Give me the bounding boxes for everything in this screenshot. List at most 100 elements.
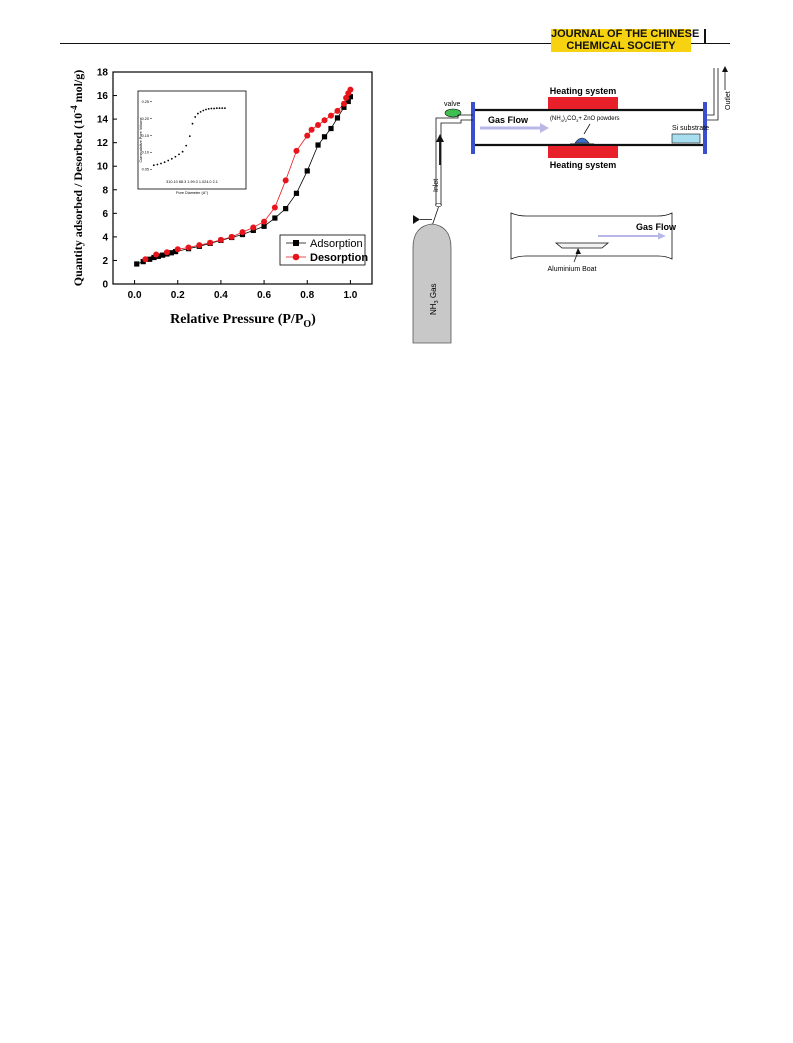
heater-bottom	[548, 146, 618, 158]
outlet-pipe	[707, 68, 719, 121]
gas-flow-arrowhead	[540, 123, 549, 133]
desorption-point	[153, 251, 160, 258]
adsorption-point	[147, 256, 153, 262]
desorption-point	[261, 218, 268, 225]
desorption-point	[207, 239, 214, 246]
inset-point	[207, 107, 210, 110]
desorption-point	[315, 122, 322, 128]
desorption-point	[163, 249, 170, 256]
inset-point	[224, 107, 226, 110]
nh3-gas-label: NH3 Gas	[429, 283, 440, 315]
inset-point	[205, 108, 207, 111]
inset-points	[152, 107, 226, 167]
desorption-point	[142, 256, 149, 263]
detail-gas-flow-label: Gas Flow	[636, 222, 677, 232]
powders-label: (NH4)2CO3+ ZnO powders	[550, 116, 620, 123]
x-tick-label: 0.2	[171, 290, 185, 301]
adsorption-point	[134, 261, 140, 267]
desorption-point	[304, 132, 311, 139]
adsorption-point	[151, 254, 157, 261]
tube-left-end	[471, 102, 475, 154]
cylinder-valve-icon	[413, 215, 420, 224]
inset-y-tick-label: 0.25	[142, 100, 149, 104]
detail-gas-flow-arrowhead	[658, 232, 666, 240]
powder-boat	[574, 137, 590, 144]
legend: Adsorption Desorption	[279, 234, 368, 266]
gas-flow-label: Gas Flow	[488, 115, 529, 125]
adsorption-point	[334, 115, 341, 121]
adsorption-point	[140, 259, 146, 265]
inset-y-tick-label: 0.05	[142, 168, 149, 172]
adsorption-point	[315, 142, 321, 148]
isotherm-chart: 0.0 0.2 0.4 0.6 0.8 1.0 0 2 4 6 8 10 12 14 16 18 Relat…	[69, 68, 373, 330]
adsorption-point	[304, 168, 310, 174]
legend-adsorption-label: Adsorption	[310, 238, 363, 250]
inset-point	[156, 163, 159, 166]
valve-icon	[444, 108, 462, 118]
x-axis-label: Relative Pressure (P/PO)	[170, 312, 316, 330]
si-substrate	[671, 133, 701, 144]
inset-point	[170, 157, 173, 160]
inset-chart: 0.05 0.10 0.15 0.20 0.25 310.10 88.3 1.99.3 …	[137, 90, 247, 195]
inset-point	[218, 107, 221, 110]
y-tick-label: 6	[102, 209, 108, 220]
y-tick-label: 10	[97, 162, 109, 173]
adsorption-point	[345, 98, 351, 105]
inlet-pipe-end	[435, 203, 442, 207]
inset-point	[152, 164, 155, 167]
y-tick-label: 12	[97, 138, 109, 149]
y-tick-label: 14	[97, 115, 109, 126]
cvd-setup-diagram: Heating system Heating system Gas Flow (…	[412, 66, 732, 344]
header-rule	[60, 43, 730, 44]
x-tick-label: 1.0	[343, 290, 357, 301]
x-tick-label: 0.6	[257, 290, 271, 301]
x-tick-label: 0.8	[300, 290, 314, 301]
desorption-point	[250, 224, 257, 231]
desorption-point	[282, 177, 289, 184]
inset-point	[174, 155, 177, 158]
heating-system-bottom-label: Heating system	[550, 160, 617, 170]
desorption-point	[293, 147, 300, 154]
inset-point	[185, 144, 188, 147]
inset-point	[167, 159, 170, 162]
desorption-point	[271, 204, 278, 211]
inset-y-ticks: 0.05 0.10 0.15 0.20 0.25	[142, 100, 152, 172]
inset-x-tick-labels: 310.10 88.3 1.99.3 1.024.0 2.1	[166, 180, 218, 184]
x-tick-label: 0.4	[214, 290, 228, 301]
inset-point	[178, 153, 180, 156]
desorption-point	[239, 229, 246, 236]
desorption-point	[217, 236, 224, 243]
adsorption-point	[160, 252, 166, 258]
inset-point	[188, 135, 191, 138]
y-tick-label: 16	[97, 91, 109, 102]
inlet-pipe	[435, 114, 473, 205]
inset-y-tick-label: 0.15	[142, 134, 149, 138]
adsorption-point	[172, 249, 179, 255]
legend-adsorption-marker	[293, 240, 299, 246]
inset-point	[221, 107, 224, 110]
journal-name-line1: JOURNAL OF THE CHINESE	[551, 28, 700, 40]
x-tick-label: 0.0	[128, 290, 142, 301]
inset-point	[197, 112, 199, 115]
inset-y-axis-label: Cummulative Pore Volume	[139, 118, 143, 163]
adsorption-point	[261, 223, 267, 229]
desorption-point	[196, 242, 203, 249]
adsorption-point	[283, 206, 289, 212]
plot-frame	[112, 71, 373, 285]
tube-right-end	[703, 102, 707, 154]
inset-point	[194, 116, 197, 118]
inset-point	[191, 122, 194, 125]
heating-system-top-label: Heating system	[550, 86, 617, 96]
detail-tube	[510, 212, 673, 260]
y-axis-ticks: 0 2 4 6 8 10 12 14 16 18	[97, 68, 117, 291]
desorption-point	[308, 126, 315, 133]
outlet-arrowhead	[722, 66, 728, 72]
x-axis-ticks: 0.0 0.2 0.4 0.6 0.8 1.0	[128, 280, 358, 301]
inset-y-tick-label: 0.10	[142, 151, 149, 155]
heater-top	[548, 97, 618, 109]
legend-desorption-marker	[292, 253, 300, 261]
inset-y-tick-label: 0.20	[142, 117, 149, 121]
adsorption-point	[328, 125, 334, 132]
nh3-gas-cylinder	[412, 223, 452, 344]
aluminium-boat	[554, 242, 610, 249]
